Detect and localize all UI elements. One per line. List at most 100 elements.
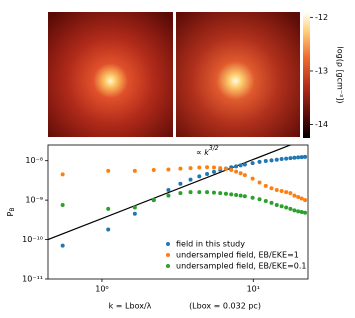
data-point — [284, 205, 289, 210]
colorbar-tick-label: -12 — [315, 13, 328, 22]
data-point — [250, 176, 255, 181]
density-image — [176, 12, 300, 137]
data-point — [205, 165, 210, 170]
data-point — [211, 190, 216, 195]
y-axis-label-sub: B — [9, 208, 16, 212]
data-point — [178, 181, 183, 186]
data-point — [197, 190, 202, 195]
data-point — [211, 165, 216, 170]
data-point — [188, 190, 193, 195]
data-point — [60, 243, 65, 248]
data-point — [205, 190, 210, 195]
data-point — [303, 154, 308, 159]
density-image — [48, 12, 173, 137]
data-point — [274, 188, 279, 193]
data-point — [229, 192, 234, 197]
data-point — [279, 157, 284, 162]
legend-marker — [166, 264, 170, 268]
y-axis-label: PB — [6, 208, 16, 217]
data-point — [132, 168, 137, 173]
legend-label: undersampled field, EB/EKE=0.1 — [176, 262, 307, 271]
data-point — [106, 168, 111, 173]
data-point — [292, 193, 297, 198]
data-point — [288, 156, 293, 161]
annotation-sup: 3/2 — [209, 145, 219, 152]
data-point — [274, 157, 279, 162]
data-point — [250, 195, 255, 200]
legend-label: field in this study — [176, 240, 245, 249]
data-point — [269, 200, 274, 205]
colorbar — [303, 12, 310, 138]
data-point — [151, 198, 156, 203]
data-point — [197, 174, 202, 179]
data-point — [242, 173, 247, 178]
plot-area — [48, 145, 308, 248]
data-point — [132, 211, 137, 216]
data-point — [166, 193, 171, 198]
data-point — [60, 203, 65, 208]
data-point — [274, 203, 279, 208]
y-tick-label: 10⁻⁸ — [25, 156, 43, 165]
annotation-main: ∝ k — [196, 148, 209, 157]
legend-marker — [166, 242, 170, 246]
data-point — [257, 180, 262, 185]
data-point — [223, 166, 228, 171]
data-point — [218, 166, 223, 171]
data-point — [279, 189, 284, 194]
colorbar-tick-label: -13 — [315, 66, 328, 75]
data-point — [188, 177, 193, 182]
data-point — [60, 172, 65, 177]
y-tick-label: 10⁻¹¹ — [22, 275, 43, 284]
data-point — [197, 165, 202, 170]
legend-marker — [166, 253, 170, 257]
x-axis-note: (Lbox = 0.032 pc) — [189, 302, 261, 311]
data-point — [263, 199, 268, 204]
data-point — [303, 198, 308, 203]
data-point — [296, 195, 301, 200]
data-point — [242, 162, 247, 167]
data-point — [234, 169, 239, 174]
data-point — [284, 190, 289, 195]
data-point — [299, 210, 304, 214]
data-point — [257, 159, 262, 164]
data-point — [238, 171, 243, 176]
data-point — [299, 155, 304, 160]
data-point — [299, 196, 304, 201]
data-point — [166, 188, 171, 193]
data-point — [205, 171, 210, 176]
y-axis-label-main: P — [6, 211, 15, 216]
data-point — [288, 191, 293, 196]
data-point — [178, 191, 183, 196]
data-point — [229, 168, 234, 173]
data-point — [288, 206, 293, 211]
data-point — [257, 197, 262, 202]
data-point — [238, 163, 243, 168]
x-tick-label: 10¹ — [247, 285, 260, 294]
y-tick-label: 10⁻⁹ — [25, 196, 43, 205]
data-point — [269, 158, 274, 163]
x-tick-label: 10⁰ — [95, 285, 108, 294]
data-point — [242, 194, 247, 199]
data-point — [296, 155, 301, 160]
data-point — [296, 209, 301, 214]
data-point — [178, 166, 183, 171]
plot-frame — [47, 144, 309, 280]
annotation: ∝ k3/2 — [196, 145, 219, 157]
data-point — [263, 159, 268, 164]
data-point — [250, 161, 255, 166]
data-point — [292, 155, 297, 160]
data-point — [292, 208, 297, 213]
x-axis-label: k = Lbox/λ — [109, 302, 152, 311]
data-point — [106, 206, 111, 211]
data-point — [166, 167, 171, 172]
data-point — [234, 164, 239, 169]
data-point — [269, 186, 274, 191]
data-point — [106, 227, 111, 232]
data-point — [188, 166, 193, 171]
colorbar-tick-label: -14 — [315, 120, 328, 129]
legend-label: undersampled field, EB/EKE=1 — [176, 251, 299, 260]
colorbar-label: log(ρ [gcm⁻³]) — [336, 47, 345, 104]
data-point — [218, 191, 223, 196]
data-point — [263, 183, 268, 188]
data-point — [284, 156, 289, 161]
